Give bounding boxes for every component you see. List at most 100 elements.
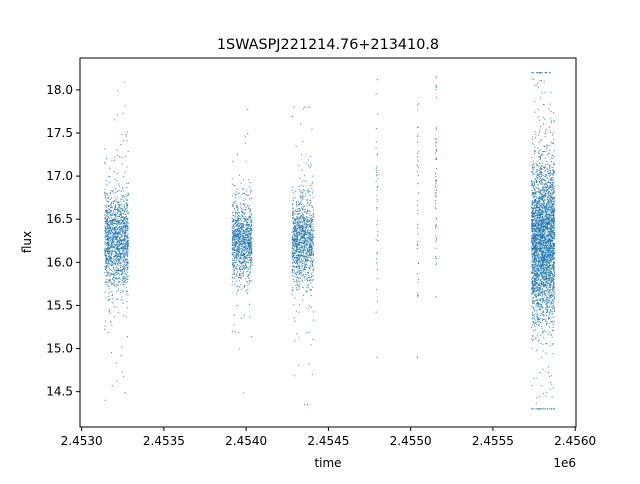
data-point [535, 305, 537, 308]
data-point [298, 234, 300, 236]
data-point [553, 138, 555, 140]
data-point [239, 286, 241, 288]
data-point [109, 211, 112, 213]
data-point [549, 216, 552, 218]
data-point [293, 247, 295, 249]
data-point [531, 213, 533, 215]
data-point [108, 252, 111, 254]
data-point [310, 163, 312, 165]
data-point [127, 242, 130, 244]
data-point [293, 226, 295, 228]
data-point [243, 217, 245, 219]
data-point [417, 240, 419, 242]
data-point [434, 137, 436, 139]
data-point [241, 227, 243, 229]
data-point [549, 144, 551, 147]
data-point [532, 181, 534, 183]
data-point [538, 320, 540, 322]
data-point [302, 185, 304, 187]
data-point [375, 147, 377, 149]
data-point [416, 244, 418, 247]
data-point [541, 408, 543, 410]
data-point [546, 343, 548, 345]
data-point [539, 307, 541, 309]
data-point [293, 245, 295, 247]
data-point [249, 242, 251, 244]
data-point [113, 280, 115, 282]
data-point [536, 397, 538, 399]
data-point [250, 250, 252, 253]
data-point [305, 180, 307, 182]
data-point [236, 238, 238, 240]
data-point [305, 264, 307, 266]
data-point [300, 123, 302, 125]
data-point [232, 276, 234, 279]
data-point [110, 210, 112, 212]
data-point [248, 273, 250, 276]
data-point [122, 299, 124, 301]
data-point [125, 265, 127, 267]
data-point [124, 254, 126, 256]
data-point [309, 234, 311, 236]
data-point [122, 284, 124, 286]
data-point [542, 178, 544, 180]
data-point [298, 185, 301, 187]
data-point [250, 225, 252, 227]
data-point [245, 224, 247, 226]
data-point [307, 258, 309, 260]
data-point [120, 144, 122, 146]
data-point [294, 233, 296, 235]
data-point [301, 236, 303, 238]
data-point [308, 224, 310, 226]
data-point [124, 232, 126, 234]
data-point [548, 108, 550, 110]
data-point [236, 263, 238, 266]
data-point [122, 186, 124, 189]
data-point [111, 290, 113, 293]
data-point [247, 261, 249, 263]
data-point [306, 248, 308, 250]
data-point [111, 221, 113, 223]
data-point [244, 228, 246, 230]
data-point [532, 335, 534, 337]
data-point [552, 172, 554, 174]
data-point [244, 219, 246, 221]
data-point [295, 241, 297, 243]
data-point [310, 256, 312, 259]
data-point [553, 252, 555, 254]
data-point [125, 251, 127, 253]
data-point [119, 256, 121, 258]
data-point [294, 266, 296, 268]
data-point [109, 272, 111, 274]
data-point [112, 258, 114, 260]
data-point [111, 295, 113, 297]
data-point [301, 230, 304, 232]
data-point [232, 236, 234, 238]
data-point [312, 196, 314, 199]
data-point [296, 249, 298, 251]
data-point [312, 242, 314, 244]
data-point [235, 234, 237, 236]
data-point [299, 276, 301, 279]
data-point [310, 214, 312, 217]
data-point [310, 254, 312, 256]
data-point [232, 237, 234, 239]
data-point [299, 177, 301, 180]
data-point [297, 224, 299, 227]
data-point [115, 260, 117, 262]
data-point [238, 211, 240, 214]
data-point [305, 266, 307, 268]
data-point [301, 249, 303, 251]
data-point [298, 365, 300, 367]
data-point [250, 220, 252, 223]
data-point [106, 279, 108, 281]
data-point [112, 219, 114, 221]
data-point [114, 188, 116, 190]
data-point [306, 234, 308, 236]
data-point [303, 249, 306, 251]
data-point [416, 152, 418, 155]
data-point [548, 298, 550, 300]
data-point [293, 106, 295, 108]
data-point [116, 179, 118, 182]
data-point [435, 85, 437, 87]
